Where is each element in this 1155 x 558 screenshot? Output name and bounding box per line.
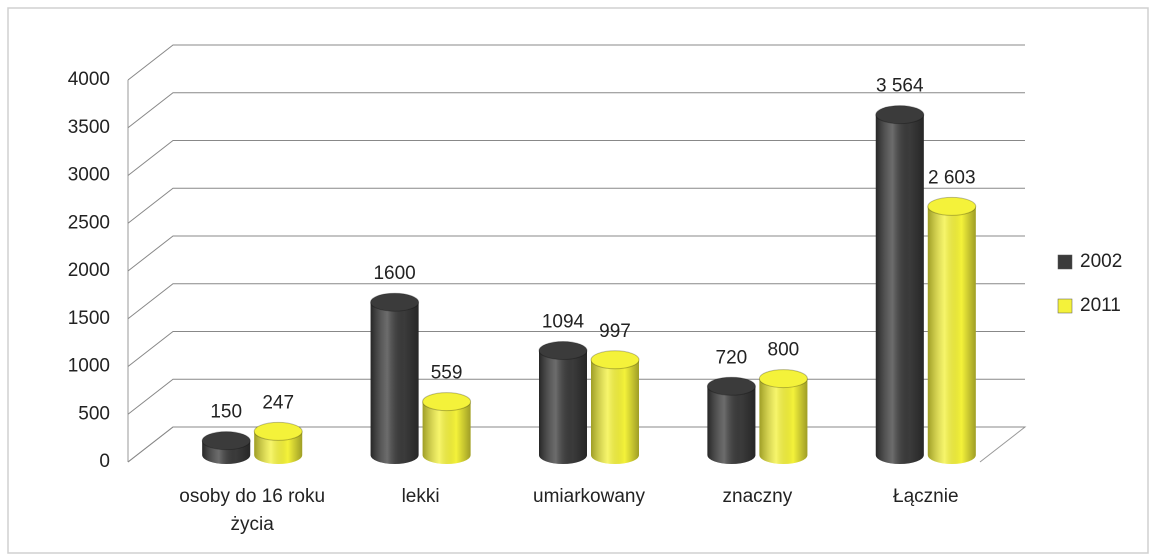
cylinder [758,369,808,464]
cylinder-top [201,431,251,451]
grid-line [127,187,1025,224]
legend-label: 2011 [1080,295,1121,316]
cylinder-top [370,292,420,312]
cylinder-shade [539,350,587,464]
value-label: 150 [210,402,242,423]
value-label: 720 [716,347,748,368]
cylinder [370,292,420,464]
cylinder [927,196,977,464]
value-label: 559 [431,363,463,384]
grid-line [127,44,1025,81]
value-label: 1600 [373,263,415,284]
y-tick-label: 2000 [68,260,110,281]
y-tick-label: 1000 [68,356,110,377]
x-tick-label: Łącznie [893,486,959,507]
cylinder [422,392,472,464]
x-tick-label: umiarkowany [533,486,645,507]
y-tick-label: 2500 [68,212,110,233]
value-label: 997 [599,321,631,342]
value-label: 247 [262,392,294,413]
value-label: 800 [768,340,800,361]
cylinder [253,421,303,464]
value-label: 3 564 [876,76,924,97]
cylinder-shade [422,401,471,464]
grid-line [127,140,1025,176]
x-tick-label: osoby do 16 roku życia [179,486,326,535]
y-tick-label: 500 [78,403,110,424]
cylinder-top [927,196,977,216]
y-tick-label: 3500 [68,117,110,138]
y-tick-label: 3000 [68,165,110,186]
cylinder-shade [254,431,303,464]
cylinder [201,431,251,464]
cylinder-shade [927,206,976,464]
legend-swatch [1057,298,1073,314]
x-tick-label: lekki [401,486,440,507]
value-label: 2 603 [928,167,976,188]
cylinder-shade [591,359,639,464]
y-tick-label: 1500 [68,308,110,329]
cylinder-top [422,392,472,412]
cylinder-top [590,350,640,370]
cylinder-top [538,341,588,361]
legend-label: 2002 [1080,251,1122,272]
cylinder [875,105,925,464]
grid-line [127,235,1025,272]
y-tick-label: 4000 [68,69,110,90]
cylinder-top [253,421,303,441]
y-tick-label: 0 [99,451,110,472]
grid-line [127,92,1025,129]
cylinder [538,341,588,464]
cylinder-top [706,376,756,396]
cylinder [590,350,640,464]
cylinder-top [875,105,925,125]
grid-line [127,331,1025,367]
cylinder-shade [370,302,419,464]
frame [7,7,1149,554]
cylinder-shade [875,114,924,464]
cylinder-top [758,369,808,389]
cylinder-shade [759,378,808,464]
cylinder-shade [707,386,756,464]
cylinder [706,376,756,464]
legend-swatch [1057,254,1073,270]
grid-line [127,283,1025,320]
x-tick-label: znaczny [722,486,793,507]
value-label: 1094 [542,312,585,333]
